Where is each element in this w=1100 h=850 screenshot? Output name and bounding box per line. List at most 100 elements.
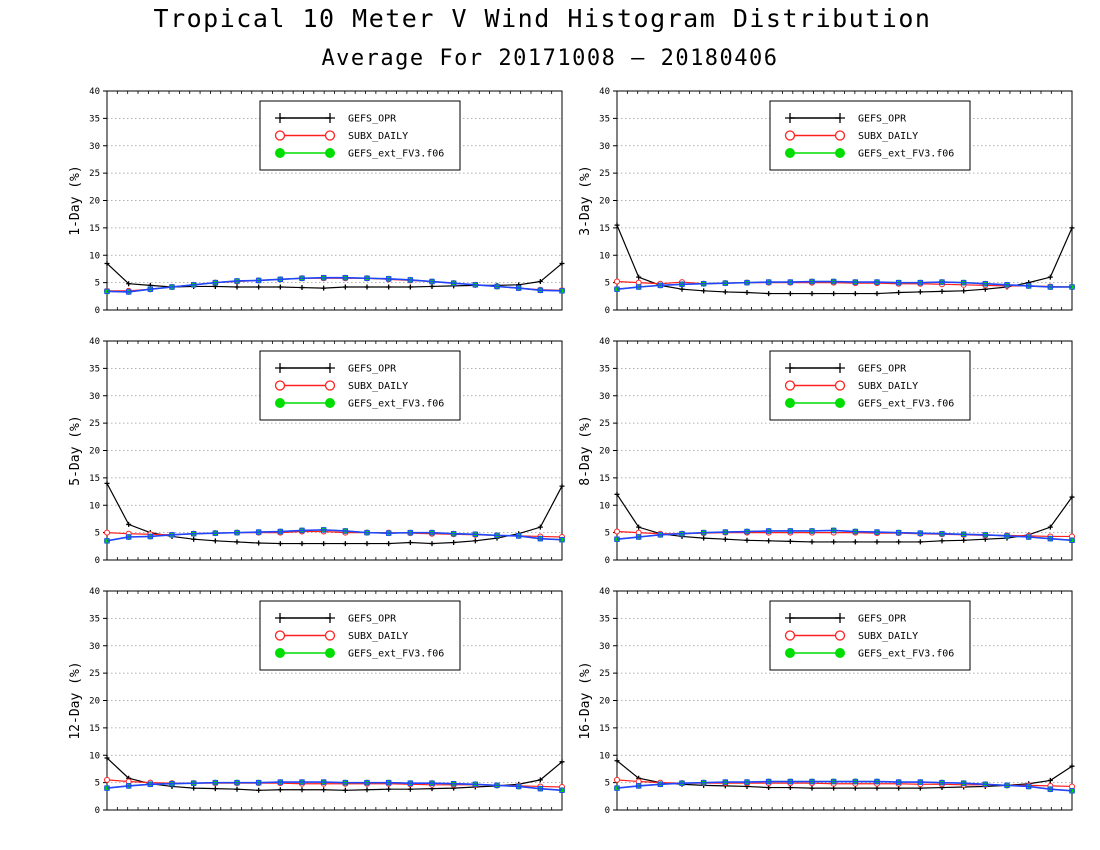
legend: GEFS_OPR SUBX_DAILY GEFS_ext_FV3.f06 [769, 350, 971, 421]
overlay-point [212, 279, 219, 286]
data-point [451, 539, 457, 545]
data-point [614, 776, 620, 783]
legend-marker [275, 613, 285, 623]
legend-marker [325, 648, 335, 658]
overlay-point [385, 779, 392, 786]
overlay-point [169, 781, 175, 787]
y-tick-label: 20 [599, 197, 610, 207]
data-point [386, 541, 392, 547]
overlay-point [1025, 783, 1032, 790]
y-tick-label: 10 [599, 501, 610, 511]
data-point [537, 524, 543, 530]
y-tick-label: 0 [95, 806, 100, 816]
data-point [386, 284, 392, 290]
data-point [679, 286, 685, 292]
y-tick-label: 0 [95, 556, 100, 566]
data-point [212, 786, 218, 792]
overlay-point [657, 282, 664, 289]
overlay-point [385, 276, 392, 282]
data-point [614, 528, 620, 535]
chart-subtitle: Average For 20171008 – 20180406 [321, 46, 779, 71]
y-tick-label: 20 [599, 447, 610, 457]
panel-3: 0 5 10 15 20 25 30 35 40 5-Day (%) GEFS_OPR SUBX_DA… [68, 337, 565, 566]
legend-marker [785, 148, 795, 158]
overlay-point [917, 779, 924, 785]
y-tick-label: 20 [89, 447, 100, 457]
y-axis-label: 12-Day (%) [68, 661, 83, 739]
data-point [104, 529, 110, 536]
y-axis-label: 5-Day (%) [68, 415, 83, 485]
series-line [107, 277, 563, 292]
legend-box [259, 350, 461, 421]
overlay-point [917, 279, 924, 286]
legend-marker [275, 363, 285, 373]
legend-label: SUBX_DAILY [858, 131, 918, 142]
overlay-line [616, 529, 1073, 542]
y-tick-label: 15 [89, 724, 100, 734]
legend-label: GEFS_ext_FV3.f06 [348, 649, 444, 660]
legend-label: GEFS_OPR [348, 364, 397, 375]
overlay-point [635, 783, 642, 789]
legend: GEFS_OPR SUBX_DAILY GEFS_ext_FV3.f06 [259, 600, 461, 671]
data-point [874, 291, 880, 297]
overlay-point [852, 279, 859, 285]
data-point [809, 539, 815, 545]
y-tick-label: 5 [95, 529, 100, 539]
overlay-point [960, 780, 967, 786]
data-point [191, 536, 197, 542]
overlay-point [255, 779, 262, 786]
data-point [939, 538, 945, 544]
overlay-point [830, 278, 837, 285]
y-tick-label: 30 [599, 642, 610, 652]
overlay-point [537, 287, 544, 293]
overlay-point [982, 532, 989, 538]
overlay-point [722, 779, 729, 785]
y-tick-label: 35 [89, 364, 100, 374]
overlay-point [1004, 782, 1010, 789]
y-tick-label: 40 [599, 587, 610, 597]
legend: GEFS_OPR SUBX_DAILY GEFS_ext_FV3.f06 [769, 600, 971, 671]
data-point [917, 289, 923, 295]
blue-overlay [614, 778, 1075, 794]
overlay-point [700, 779, 707, 786]
overlay-point [744, 279, 750, 286]
legend-marker [835, 148, 845, 158]
data-point [104, 260, 110, 266]
overlay-point [125, 289, 132, 295]
y-tick-label: 20 [89, 697, 100, 707]
data-point [614, 278, 620, 285]
data-point [407, 284, 413, 290]
series-line [616, 493, 1073, 543]
overlay-point [234, 779, 240, 786]
overlay-point [982, 781, 989, 787]
overlay-point [494, 532, 500, 539]
legend-marker [274, 130, 286, 141]
overlay-point [1047, 284, 1054, 290]
data-point [364, 541, 370, 547]
overlay-point [104, 785, 110, 791]
data-point [852, 539, 858, 545]
overlay-point [787, 528, 794, 534]
overlay-point [494, 283, 500, 290]
overlay-point [364, 529, 370, 536]
overlay-point [320, 274, 327, 281]
overlay-point [169, 532, 175, 538]
data-point [321, 787, 327, 793]
overlay-point [700, 529, 707, 536]
data-point [407, 539, 413, 545]
overlay-point [190, 531, 197, 537]
data-point [559, 260, 565, 266]
y-tick-label: 35 [599, 364, 610, 374]
data-point [1047, 524, 1053, 530]
data-point [917, 539, 923, 545]
legend-marker [835, 363, 845, 373]
overlay-point [830, 778, 837, 785]
y-tick-label: 30 [599, 392, 610, 402]
overlay-point [320, 527, 327, 533]
blue-overlay [614, 278, 1075, 292]
y-tick-label: 20 [599, 697, 610, 707]
overlay-line [106, 781, 563, 792]
y-tick-label: 15 [89, 224, 100, 234]
y-tick-label: 15 [89, 474, 100, 484]
legend-label: GEFS_ext_FV3.f06 [858, 149, 954, 160]
